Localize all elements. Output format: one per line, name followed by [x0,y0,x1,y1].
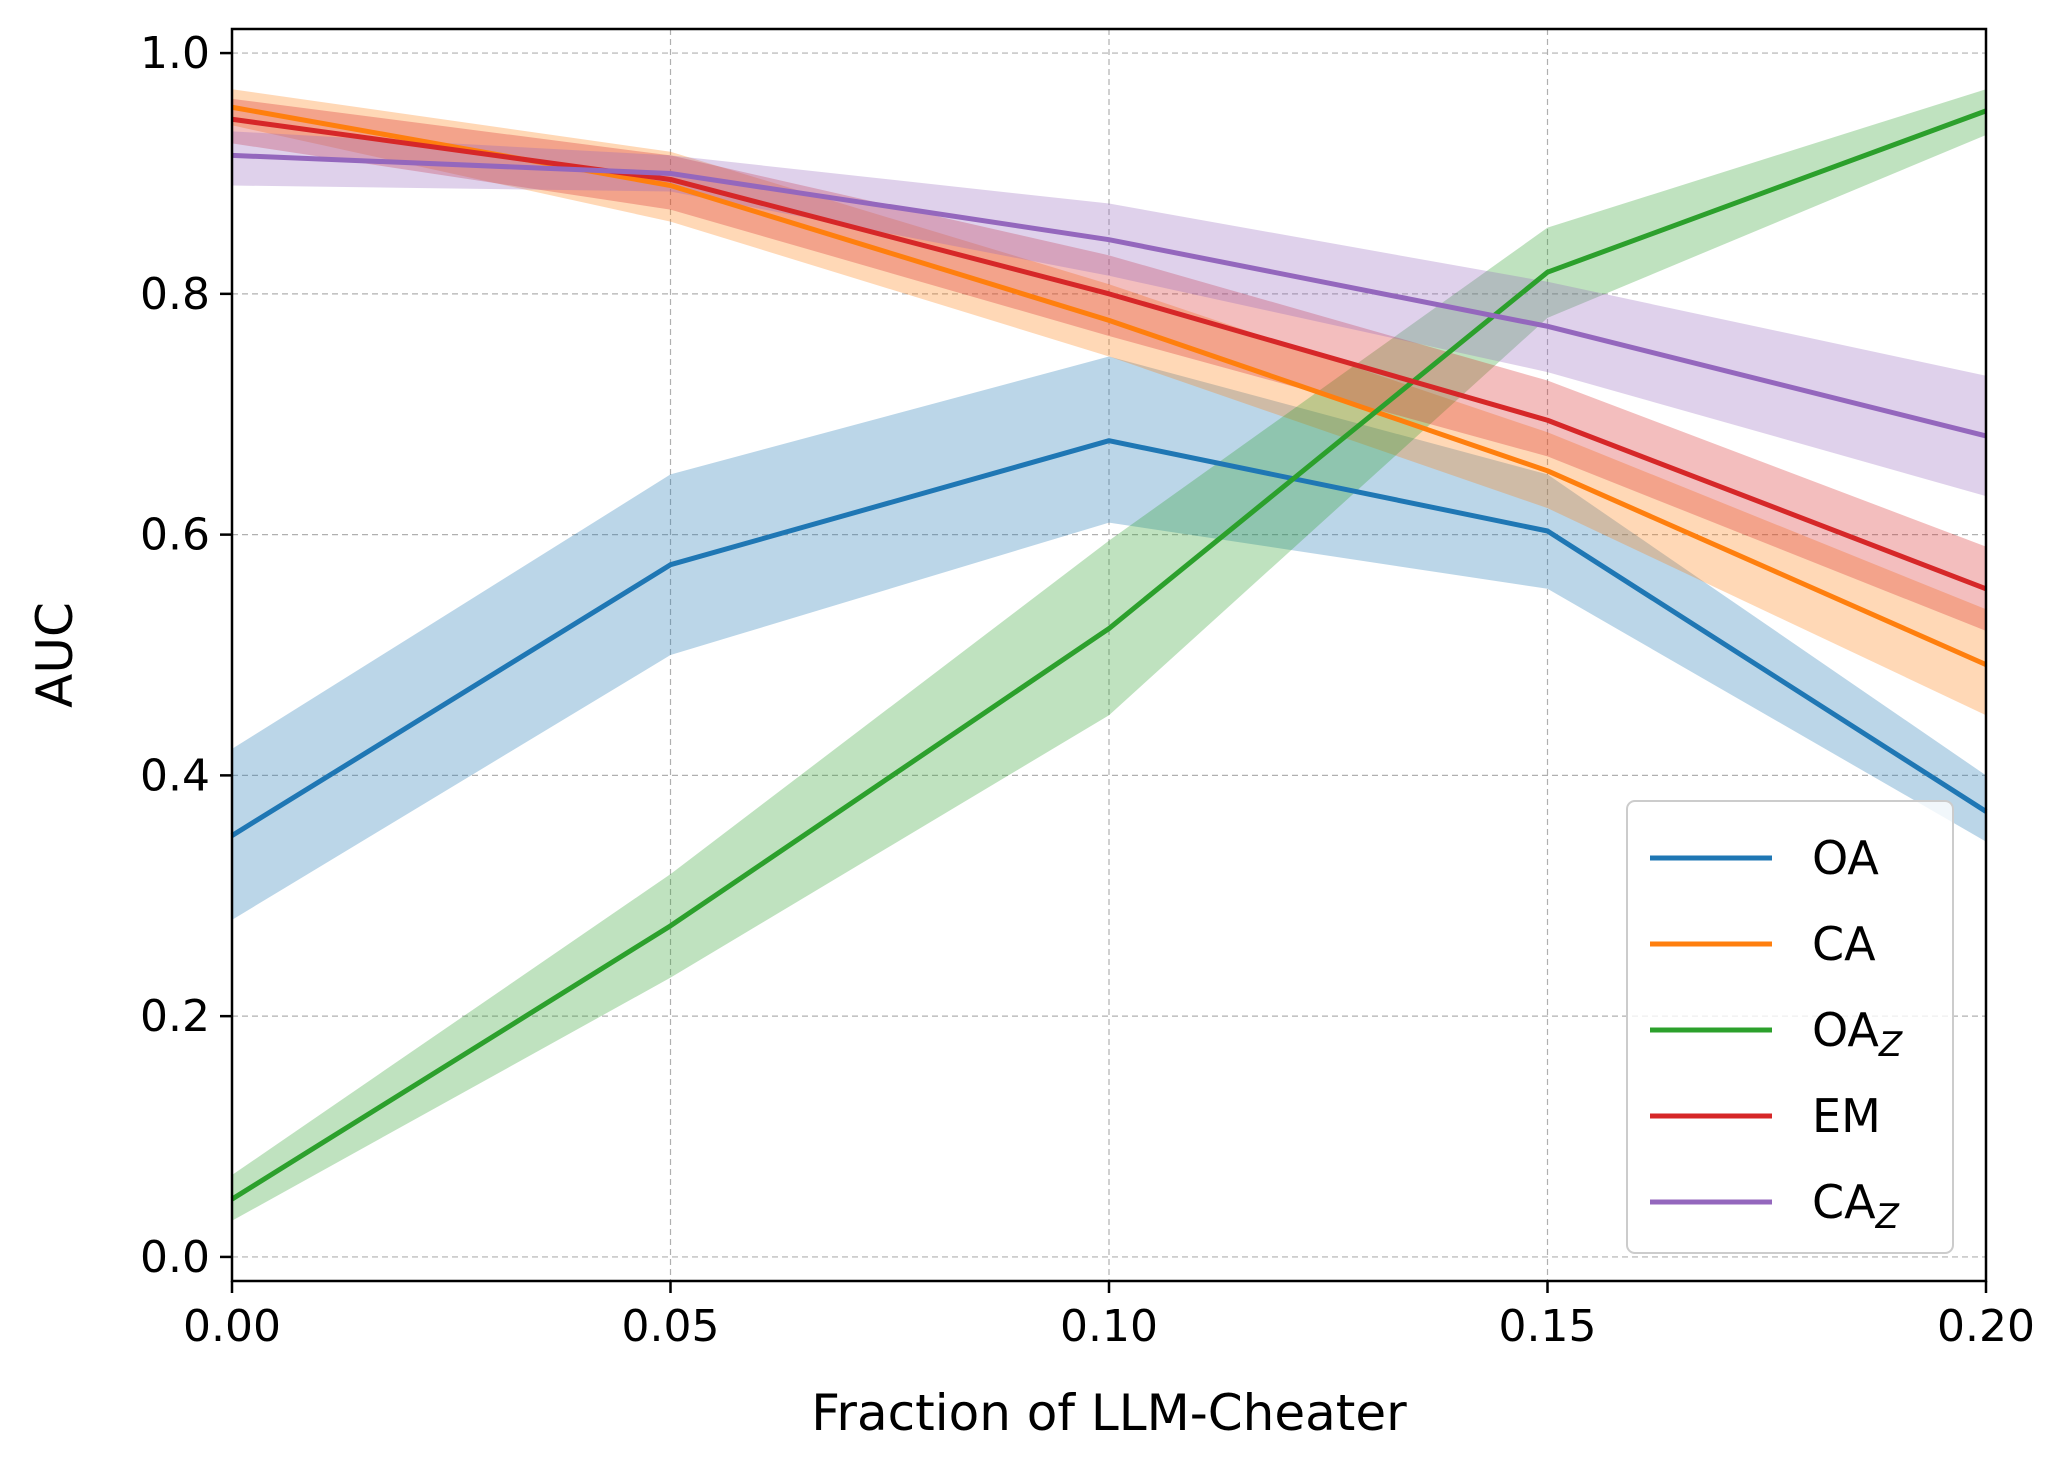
legend-label: OA [1812,831,1879,885]
x-tick-label: 0.05 [622,1301,720,1352]
band-ca [232,89,1986,716]
legend-label: CA [1812,917,1876,971]
x-tick-label: 0.10 [1060,1301,1158,1352]
band-em [232,98,1986,631]
legend-frame [1626,800,1954,1254]
y-tick-label: 0.4 [140,750,210,801]
line-oa-z [230,108,1987,1202]
x-tick-label: 0.00 [183,1301,281,1352]
line-ca-z [231,152,1987,439]
legend-entry-em: EM [1650,1089,1881,1143]
line-oa [230,438,1988,838]
legend-entry-ca: CA [1650,917,1876,971]
line-em [231,116,1987,592]
y-tick-label: 1.0 [140,28,210,79]
band-oa [232,356,1986,920]
y-axis-title: AUC [26,602,84,708]
y-tick-label: 0.0 [140,1232,210,1283]
confidence-bands [232,89,1986,1221]
x-axis-title: Fraction of LLM-Cheater [811,1384,1407,1442]
y-tick-label: 0.6 [140,510,210,561]
y-tick-label: 0.2 [140,991,210,1042]
band-ca-z [232,131,1986,497]
axis-ticks: 0.00 0.05 0.10 0.15 0.20 0.0 0.2 0.4 0.6 0.8 1.0 [140,28,2035,1352]
legend-entry-oa: OA [1650,831,1879,885]
x-tick-label: 0.15 [1499,1301,1597,1352]
series-lines [230,104,1988,1202]
x-tick-label: 0.20 [1937,1301,2035,1352]
band-oa-z [232,89,1986,1221]
y-tick-label: 0.8 [140,269,210,320]
legend-label: EM [1812,1089,1881,1143]
